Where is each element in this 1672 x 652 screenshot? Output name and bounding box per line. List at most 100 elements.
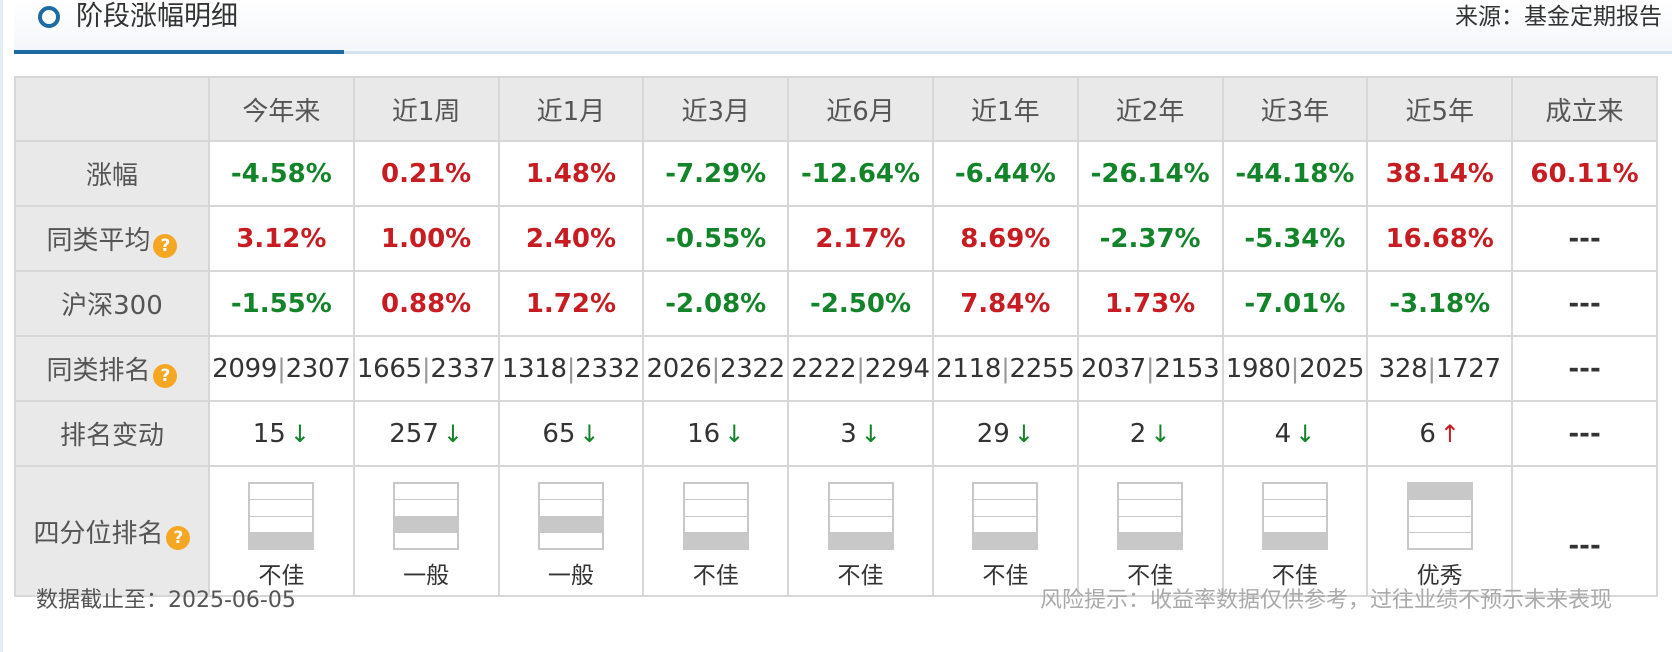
- rank-total: 2025: [1299, 353, 1365, 384]
- value-cell: -44.18%: [1221, 140, 1369, 207]
- rank-change-cell: 65 ↓: [497, 400, 645, 467]
- quartile-bar-icon: [248, 482, 315, 550]
- quartile-segment: [539, 500, 602, 517]
- rank-position: 2222: [791, 353, 857, 384]
- quartile-segment: [974, 500, 1037, 517]
- table-header-row: 今年来 近1周 近1月 近3月 近6月 近1年 近2年 近3年 近5年 成立来: [14, 76, 1658, 142]
- rank-cell: 1665|2337: [352, 335, 500, 402]
- rank-separator: |: [421, 353, 431, 384]
- value-cell: ---: [1511, 400, 1658, 467]
- quartile-segment: [1119, 532, 1182, 548]
- rank-cell: 2222|2294: [787, 335, 934, 402]
- quartile-cell: 不佳: [642, 465, 790, 597]
- rank-separator: |: [566, 353, 576, 384]
- quartile-segment: [1408, 500, 1471, 517]
- arrow-down-icon: ↓: [442, 419, 463, 448]
- rank-total: 1727: [1435, 353, 1501, 384]
- quartile-segment: [974, 516, 1037, 533]
- rank-position: 2099: [212, 353, 278, 384]
- row-label-cell: 同类排名?: [14, 335, 210, 402]
- value-cell: ---: [1511, 270, 1658, 337]
- rank-total: 2294: [864, 353, 930, 384]
- rank-separator: |: [1427, 353, 1436, 384]
- quartile-segment: [250, 500, 313, 517]
- column-header: 近3年: [1221, 76, 1369, 142]
- quartile-segment: [684, 500, 747, 517]
- value-cell: -4.58%: [207, 140, 355, 207]
- quartile-segment: [829, 484, 892, 501]
- rank-cell: 1318|2332: [497, 335, 645, 402]
- value-cell: -2.50%: [787, 270, 934, 337]
- value-cell: -7.01%: [1221, 270, 1369, 337]
- value-cell: 16.68%: [1366, 205, 1514, 272]
- value-cell: -3.18%: [1366, 270, 1514, 337]
- value-cell: -0.55%: [642, 205, 790, 272]
- quartile-segment: [395, 500, 458, 517]
- row-label-cell: 沪深300: [14, 270, 210, 337]
- section-header: 阶段涨幅明细 来源：基金定期报告: [14, 0, 1672, 54]
- value-cell: 2.40%: [497, 205, 645, 272]
- left-border: [0, 0, 3, 652]
- value-cell: -26.14%: [1076, 140, 1224, 207]
- quartile-segment: [684, 516, 747, 533]
- quartile-bar-icon: [682, 482, 749, 550]
- help-icon[interactable]: ?: [166, 526, 191, 550]
- value-cell: -1.55%: [207, 270, 355, 337]
- rank-change-cell: 2 ↓: [1076, 400, 1224, 467]
- section-title: 阶段涨幅明细: [76, 1, 238, 32]
- arrow-down-icon: ↓: [1295, 419, 1316, 448]
- data-cutoff-date: 数据截止至：2025-06-05: [36, 588, 296, 613]
- row-label: 四分位排名: [33, 518, 164, 549]
- data-source-label: 来源：基金定期报告: [1455, 4, 1662, 30]
- value-cell: ---: [1511, 205, 1658, 272]
- quartile-cell: 不佳: [931, 465, 1079, 597]
- quartile-cell: 优秀: [1366, 465, 1514, 597]
- quartile-segment: [1263, 484, 1326, 501]
- rank-change-value: 3: [840, 418, 857, 449]
- quartile-bar-icon: [393, 482, 460, 550]
- table-row: 涨幅 -4.58% 0.21% 1.48% -7.29% -12.64% -6.44% -26…: [14, 140, 1658, 207]
- column-header: 近3月: [642, 76, 790, 142]
- table-row: 排名变动 15 ↓ 257 ↓ 65 ↓ 16 ↓ 3 ↓ 29 ↓ 2 ↓ 4 ↓ 6 ↑ ---: [14, 400, 1658, 467]
- quartile-segment: [1408, 516, 1471, 533]
- rank-change-value: 6: [1419, 418, 1436, 449]
- quartile-segment: [1408, 484, 1471, 501]
- help-icon[interactable]: ?: [153, 233, 178, 258]
- quartile-segment: [539, 532, 602, 548]
- value-cell: 60.11%: [1511, 140, 1658, 207]
- rank-separator: |: [711, 353, 720, 384]
- quartile-segment: [250, 516, 313, 533]
- rank-change-value: 2: [1129, 418, 1147, 449]
- quartile-bar-icon: [537, 482, 604, 550]
- rank-cell: 328|1727: [1366, 335, 1514, 402]
- quartile-label: 一般: [547, 563, 594, 589]
- rank-change-cell: 15 ↓: [207, 400, 355, 467]
- rank-change-value: 4: [1274, 418, 1292, 449]
- header-divider: [14, 51, 1672, 54]
- value-cell: 1.72%: [497, 270, 645, 337]
- arrow-up-icon: ↑: [1439, 419, 1461, 448]
- rank-total: 2337: [430, 353, 496, 384]
- rank-cell: 2118|2255: [931, 335, 1079, 402]
- value-cell: 1.48%: [497, 140, 645, 207]
- quartile-bar-icon: [1117, 482, 1184, 550]
- value-cell: 0.21%: [352, 140, 500, 207]
- column-header: 成立来: [1511, 76, 1658, 142]
- quartile-label: 一般: [403, 563, 450, 589]
- value-cell: -7.29%: [642, 140, 790, 207]
- column-header: 近1年: [931, 76, 1079, 142]
- quartile-segment: [1119, 516, 1182, 533]
- row-label: 排名变动: [59, 421, 164, 451]
- rank-cell: 2026|2322: [642, 335, 790, 402]
- quartile-bar-icon: [972, 482, 1039, 550]
- value-cell: -5.34%: [1221, 205, 1369, 272]
- column-header: 近1月: [497, 76, 645, 142]
- row-label: 同类平均: [46, 226, 151, 256]
- quartile-cell: 不佳: [207, 465, 355, 597]
- quartile-segment: [539, 484, 602, 501]
- quartile-segment: [684, 484, 747, 501]
- quartile-label: 不佳: [258, 563, 305, 589]
- quartile-label: 不佳: [1127, 563, 1174, 589]
- value-cell: 1.73%: [1076, 270, 1224, 337]
- help-icon[interactable]: ?: [153, 363, 178, 388]
